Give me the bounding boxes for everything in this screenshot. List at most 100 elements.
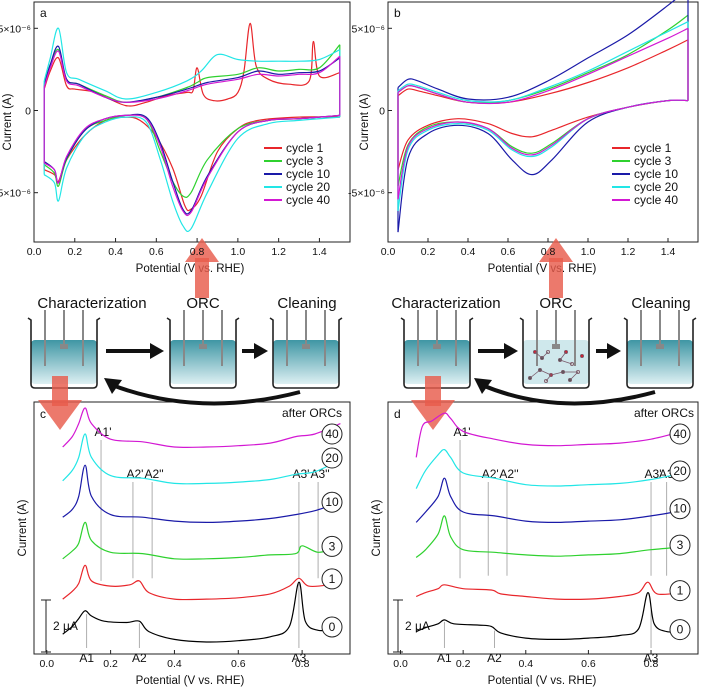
arrow-return-left [104,378,301,406]
panel-a-series-3-cathodic [43,116,340,233]
panel-b-xtick-label: 1.0 [581,246,596,258]
panel-d-cycle-label: 40 [673,427,687,441]
panel-c-frame [33,401,351,655]
panel-a-xtick-label: 0.8 [190,246,205,258]
panel-a-xtick-label: 0.2 [67,246,82,258]
beaker-cleaning-left [269,310,343,389]
panel-b-legend-label: cycle 3 [634,154,672,168]
panel-b-xtick-label: 1.4 [661,246,676,258]
panel-d-peak-label: A3' [645,467,662,481]
panel-d-cycle-badge [669,460,691,482]
panel-c-xtick-label: 0.2 [103,658,118,670]
panel-d-cycle-badge [669,619,691,641]
panel-c-ylabel: Current (A) [17,499,29,556]
panel-d-xtick-label: 0.8 [644,658,659,670]
panel-d-cycle-badge [669,423,691,445]
panel-c-xtick-label: 0.0 [39,658,54,670]
panel-d-curve-10 [415,477,683,524]
step-characterization-right: Characterization [391,295,500,312]
panel-a-xtick-label: 0.0 [27,246,42,258]
arrow-return-right [474,378,656,406]
panel-c-cycle-badge [321,423,343,445]
panel-c-after-orcs-label: after ORCs [282,406,342,420]
panel-a-legend-label: cycle 40 [286,193,330,207]
beaker-characterization-right [400,310,474,389]
panel-c-letter: c [40,407,46,421]
arrow-char-down-c [38,376,82,430]
panel-d-scale-bar: 2 µA [393,599,430,653]
panel-a-xtick-label: 1.4 [312,246,327,258]
panel-d-cycle-label: 10 [673,502,687,516]
panel-b-ytick-label: -5×10⁻⁶ [348,188,385,200]
panel-d-curve-1 [415,581,683,600]
panel-c-xtick-label: 0.4 [167,658,182,670]
panel-a-xtick-label: 1.2 [271,246,286,258]
panel-d-cycle-label: 3 [677,538,684,552]
panel-c-peak-label: A2 [132,651,147,665]
step-cleaning-left: Cleaning [277,295,336,312]
panel-d-after-orcs-label: after ORCs [634,406,694,420]
panel-c-curve-3 [62,521,335,560]
step-characterization-left: Characterization [37,295,146,312]
panel-c-cycle-label: 10 [325,495,339,509]
arrow-orc-to-cleaning-right [596,343,621,359]
panel-b-plot: 0.0 0.2 0.4 0.6 0.8 1.0 1.2 1.4 5×10⁻⁶ 0 -5×10⁻⁶ cy… [348,0,689,258]
panel-c-cycle-badge [321,447,343,469]
panel-a-series-2-anodic [43,45,341,103]
panel-a-ytick-label: -5×10⁻⁶ [0,188,31,200]
panel-a-letter: a [40,6,47,20]
panel-c-cycle-badge [321,616,343,638]
panel-c-peak-label: A3 [292,651,307,665]
panel-c-xlabel: Potential (V vs. RHE) [136,675,245,687]
arrow-char-to-orc-right [478,343,518,359]
panel-c-curve-40 [62,407,341,449]
panel-b-xlabel: Potential (V vs. RHE) [488,263,597,275]
panel-b-ytick-label: 0 [379,105,385,117]
panel-c-scale-bar: 2 µA [41,599,78,653]
panel-a-ylabel: Current (A) [2,93,14,150]
panel-d-cycle-label: 0 [677,623,684,637]
panel-b-legend-label: cycle 1 [634,141,672,155]
panel-c-cycle-label: 40 [325,427,339,441]
panel-d-curve-0 [415,591,683,641]
panel-a-xlabel: Potential (V vs. RHE) [136,263,245,275]
panel-a-series-3-anodic [43,27,341,100]
panel-d-curve-40 [415,412,683,458]
panel-d-cycle-label: 20 [673,464,687,478]
panel-b-series-2-anodic [397,0,676,101]
panel-d-letter: d [394,407,401,421]
panel-d-cycle-badge [669,580,691,602]
panel-c-cycle-badge [321,491,343,513]
panel-b-frame [387,1,699,243]
panel-d-xtick-label: 0.0 [393,658,408,670]
panel-c-scale-label: 2 µA [53,619,78,633]
panel-b-xtick-label: 0.0 [381,246,396,258]
arrow-orc-up-a [185,238,219,298]
panel-c-cycle-badge [321,568,343,590]
panel-c-curve-0 [62,581,335,643]
panel-b-ylabel: Current (A) [359,93,371,150]
panel-a-legend-label: cycle 1 [286,141,324,155]
panel-a-legend-label: cycle 3 [286,154,324,168]
panel-a-legend-label: cycle 10 [286,167,330,181]
panel-c-curve-20 [62,433,341,485]
panel-b-xtick-label: 0.8 [541,246,556,258]
panel-c-peak-label: A1 [79,651,94,665]
panel-d-peak-label: A1 [437,651,452,665]
panel-a-ytick-label: 0 [25,105,31,117]
panel-d-ylabel: Current (A) [371,499,383,556]
panel-c-xtick-label: 0.8 [295,658,310,670]
beaker-orc-right [519,310,593,389]
panel-d-xtick-label: 0.6 [581,658,596,670]
panel-c-peak-label: A2' [126,467,143,481]
panel-d-xtick-label: 0.2 [456,658,471,670]
panel-d-xlabel: Potential (V vs. RHE) [488,675,597,687]
panel-b-letter: b [394,6,401,20]
panel-d-frame [387,401,699,655]
panel-d-cycle-badge [669,498,691,520]
panel-d-xtick-label: 0.4 [518,658,533,670]
panel-b-series-4-cathodic [397,99,689,200]
panel-a-series-0-anodic [43,22,340,107]
panel-b-ytick-label: 5×10⁻⁶ [351,23,385,35]
